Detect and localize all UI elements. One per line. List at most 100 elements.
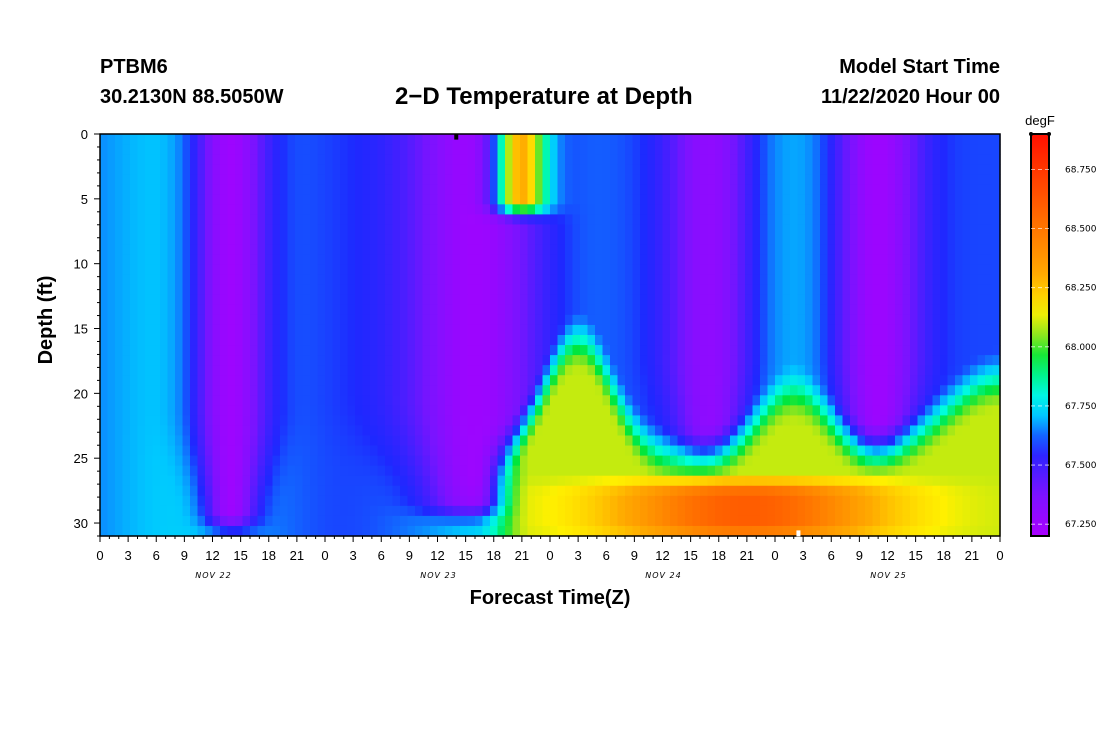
- heatmap-cell: [902, 485, 911, 497]
- heatmap-cell: [475, 335, 484, 346]
- heatmap-cell: [707, 324, 716, 336]
- heatmap-cell: [137, 475, 146, 487]
- heatmap-cell: [520, 304, 529, 316]
- heatmap-cell: [115, 274, 124, 286]
- heatmap-cell: [872, 224, 881, 236]
- heatmap-cell: [955, 435, 964, 447]
- heatmap-cell: [190, 465, 199, 477]
- heatmap-cell: [730, 515, 739, 527]
- heatmap-cell: [385, 525, 394, 537]
- heatmap-cell: [865, 375, 874, 386]
- heatmap-cell: [505, 184, 514, 195]
- heatmap-cell: [610, 505, 619, 517]
- heatmap-cell: [385, 214, 394, 226]
- heatmap-cell: [272, 495, 281, 507]
- heatmap-cell: [895, 274, 904, 286]
- heatmap-cell: [880, 244, 889, 256]
- heatmap-cell: [317, 425, 326, 437]
- heatmap-cell: [662, 214, 671, 226]
- heatmap-cell: [452, 455, 461, 467]
- heatmap-cell: [992, 154, 1001, 165]
- heatmap-cell: [835, 455, 844, 467]
- heatmap-cell: [722, 284, 731, 296]
- heatmap-cell: [302, 485, 311, 497]
- heatmap-cell: [992, 284, 1001, 296]
- heatmap-cell: [422, 505, 431, 517]
- heatmap-cell: [655, 234, 664, 246]
- heatmap-cell: [902, 515, 911, 527]
- heatmap-cell: [242, 234, 251, 246]
- heatmap-cell: [700, 525, 709, 537]
- heatmap-cell: [947, 365, 956, 376]
- heatmap-cell: [572, 254, 581, 266]
- heatmap-cell: [460, 485, 469, 497]
- heatmap-cell: [737, 164, 746, 175]
- heatmap-cell: [527, 314, 536, 326]
- heatmap-cell: [550, 515, 559, 527]
- heatmap-cell: [587, 234, 596, 246]
- heatmap-cell: [887, 154, 896, 165]
- heatmap-cell: [535, 425, 544, 437]
- heatmap-cell: [872, 294, 881, 306]
- heatmap-cell: [317, 254, 326, 266]
- heatmap-cell: [235, 204, 244, 215]
- heatmap-cell: [557, 284, 566, 296]
- heatmap-cell: [160, 294, 169, 306]
- heatmap-cell: [550, 244, 559, 256]
- heatmap-cell: [842, 345, 851, 356]
- heatmap-cell: [947, 174, 956, 185]
- heatmap-cell: [610, 445, 619, 457]
- heatmap-cell: [370, 234, 379, 246]
- heatmap-cell: [130, 385, 139, 396]
- heatmap-cell: [295, 445, 304, 457]
- heatmap-cell: [752, 194, 761, 205]
- heatmap-cell: [242, 144, 251, 155]
- heatmap-cell: [190, 314, 199, 326]
- heatmap-cell: [212, 405, 221, 416]
- heatmap-cell: [647, 224, 656, 236]
- heatmap-cell: [497, 164, 506, 175]
- heatmap-cell: [460, 154, 469, 165]
- heatmap-cell: [715, 184, 724, 195]
- heatmap-cell: [505, 144, 514, 155]
- heatmap-cell: [670, 525, 679, 537]
- x-tick-label: 0: [771, 548, 778, 563]
- heatmap-cell: [100, 435, 109, 447]
- heatmap-cell: [332, 415, 341, 427]
- heatmap-cell: [497, 224, 506, 236]
- heatmap-cell: [730, 184, 739, 195]
- heatmap-cell: [962, 164, 971, 175]
- heatmap-cell: [250, 465, 259, 477]
- heatmap-cell: [692, 134, 701, 145]
- heatmap-cell: [415, 385, 424, 396]
- heatmap-cell: [812, 395, 821, 406]
- heatmap-cell: [340, 515, 349, 527]
- heatmap-cell: [947, 284, 956, 296]
- heatmap-cell: [310, 475, 319, 487]
- heatmap-cell: [962, 194, 971, 205]
- heatmap-cell: [227, 284, 236, 296]
- heatmap-cell: [317, 144, 326, 155]
- heatmap-cell: [602, 214, 611, 226]
- heatmap-cell: [317, 304, 326, 316]
- heatmap-cell: [752, 184, 761, 195]
- heatmap-cell: [160, 274, 169, 286]
- heatmap-cell: [842, 324, 851, 336]
- heatmap-cell: [707, 134, 716, 145]
- heatmap-cell: [445, 194, 454, 205]
- heatmap-cell: [287, 134, 296, 145]
- heatmap-cell: [130, 294, 139, 306]
- heatmap-cell: [205, 505, 214, 517]
- heatmap-cell: [572, 515, 581, 527]
- heatmap-cell: [475, 505, 484, 517]
- heatmap-cell: [925, 365, 934, 376]
- heatmap-cell: [152, 324, 161, 336]
- heatmap-cell: [205, 254, 214, 266]
- heatmap-cell: [835, 485, 844, 497]
- heatmap-cell: [707, 495, 716, 507]
- heatmap-cell: [925, 284, 934, 296]
- heatmap-cell: [790, 375, 799, 386]
- heatmap-cell: [220, 194, 229, 205]
- heatmap-cell: [340, 345, 349, 356]
- heatmap-cell: [280, 184, 289, 195]
